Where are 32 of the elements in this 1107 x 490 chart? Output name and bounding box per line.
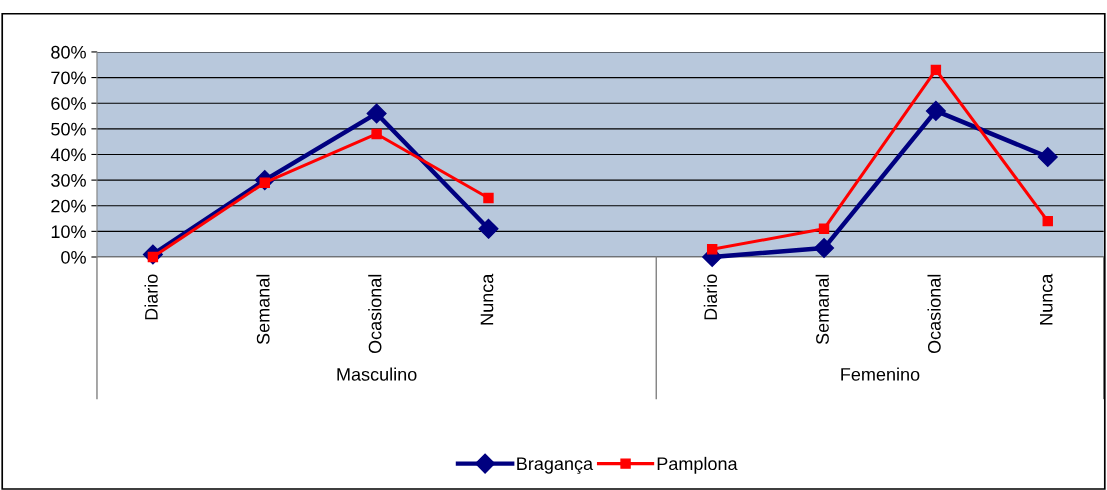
y-tick-label: 40%: [50, 148, 86, 162]
point: [925, 100, 946, 121]
y-tick-label: 50%: [51, 122, 86, 136]
y-tick-label: 0%: [61, 250, 86, 264]
text: Femenino: [841, 367, 920, 381]
y-tick-label: 70%: [51, 71, 86, 85]
point: [366, 103, 387, 124]
y-tick-label: 10%: [51, 225, 86, 239]
point: [706, 244, 718, 255]
x-tick-label: Semanal: [815, 274, 829, 345]
point: [818, 223, 830, 235]
x-tick-label: Nunca: [480, 273, 494, 325]
point: [930, 64, 942, 76]
point: [371, 128, 382, 140]
point: [1037, 147, 1058, 168]
legend-label: Pamplona: [657, 456, 738, 474]
x-tick-label: Nunca: [1040, 273, 1053, 325]
y-tick-label: 20%: [51, 199, 86, 213]
x-tick-label: Diario: [703, 274, 718, 320]
point: [814, 238, 835, 259]
x-tick-label: Ocasional: [927, 274, 941, 354]
text: Masculino: [337, 367, 417, 381]
x-tick-label: Ocasional: [368, 274, 382, 354]
y-tick-label: 80%: [51, 45, 86, 59]
y-tick-label: 30%: [51, 174, 86, 187]
x-tick-label: Semanal: [256, 274, 270, 345]
point: [478, 218, 499, 239]
y-tick-label: 60%: [51, 97, 86, 110]
point: [1042, 215, 1053, 227]
legend-label: Bragança: [517, 457, 594, 474]
point: [483, 192, 494, 204]
x-tick-label: Diario: [144, 274, 158, 320]
